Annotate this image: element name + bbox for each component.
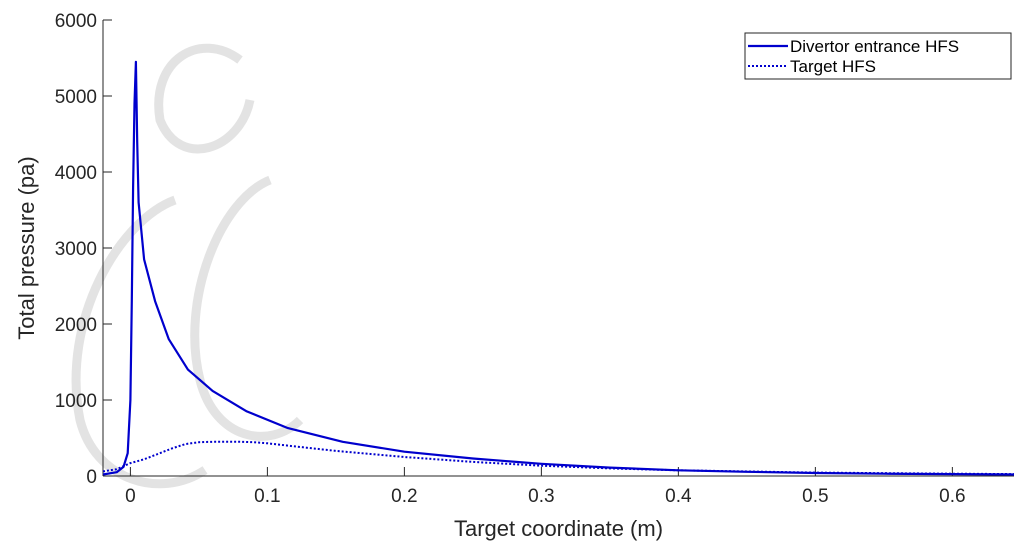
x-tick-label: 0.6 xyxy=(939,486,965,507)
x-tick-label: 0.3 xyxy=(528,486,554,507)
watermark-decoration xyxy=(71,43,304,489)
x-tick-label: 0 xyxy=(125,486,136,507)
series-layer xyxy=(102,60,1015,476)
legend-label: Target HFS xyxy=(790,57,876,76)
x-axis-title: Target coordinate (m) xyxy=(454,516,663,541)
plot-axes: 0 1000 2000 3000 4000 5000 6000 0 0.1 0.2 0.3 0.4 0.… xyxy=(55,11,1014,507)
x-tick-label: 0.5 xyxy=(802,486,828,507)
series-line-2 xyxy=(102,440,1015,476)
x-tick-label: 0.1 xyxy=(254,486,280,507)
y-tick-label: 2000 xyxy=(55,315,97,336)
y-tick-label: 0 xyxy=(86,467,97,488)
y-axis-title: Total pressure (pa) xyxy=(14,156,39,339)
y-tick-label: 1000 xyxy=(55,391,97,412)
y-tick-label: 6000 xyxy=(55,11,97,32)
y-tick-label: 3000 xyxy=(55,239,97,260)
legend-label: Divertor entrance HFS xyxy=(790,37,959,56)
legend-box xyxy=(744,32,1012,80)
x-tick-label: 0.2 xyxy=(391,486,417,507)
x-tick-label: 0.4 xyxy=(665,486,692,507)
y-tick-label: 4000 xyxy=(55,163,97,184)
y-tick-label: 5000 xyxy=(55,87,97,108)
